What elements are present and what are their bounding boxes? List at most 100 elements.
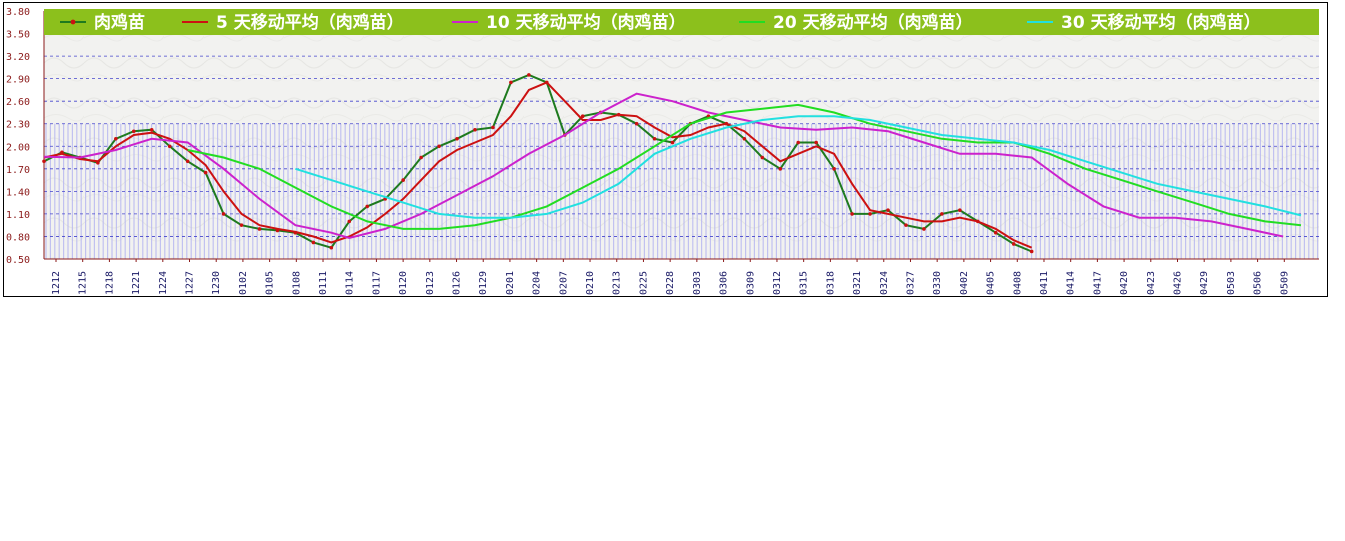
- x-tick-label: 0210: [585, 271, 596, 295]
- x-tick-label: 0108: [291, 271, 302, 295]
- series-point: [670, 140, 675, 145]
- x-tick-label: 1230: [211, 271, 222, 295]
- x-tick-label: 0309: [745, 271, 756, 295]
- x-tick-label: 0429: [1199, 271, 1210, 295]
- legend-label: 30 天移动平均（肉鸡苗）: [1061, 12, 1261, 33]
- x-tick-label: 1227: [185, 271, 196, 295]
- legend-label: 5 天移动平均（肉鸡苗）: [216, 12, 404, 33]
- series-point: [886, 208, 890, 212]
- x-tick-label: 0117: [371, 271, 382, 295]
- series-line: [295, 115, 1302, 219]
- x-tick-label: 1224: [158, 271, 169, 295]
- x-tick-label: 1221: [131, 271, 142, 295]
- x-tick-label: 1218: [104, 271, 115, 295]
- x-tick-label: 0414: [1066, 271, 1077, 295]
- x-tick-label: 0330: [932, 271, 943, 295]
- legend-label: 肉鸡苗: [94, 12, 145, 33]
- y-tick-label: 1.40: [6, 187, 30, 198]
- x-tick-label: 0213: [612, 271, 623, 295]
- x-tick-label: 0408: [1012, 271, 1023, 295]
- x-tick-label: 0402: [959, 271, 970, 295]
- series-point: [491, 125, 495, 130]
- series-point: [167, 144, 172, 149]
- series-point: [993, 230, 998, 235]
- series-point: [634, 121, 639, 126]
- x-tick-label: 0405: [986, 271, 997, 295]
- series-point: [347, 219, 352, 224]
- x-tick-label: 0420: [1119, 271, 1130, 295]
- x-tick-label: 0207: [558, 271, 569, 295]
- x-tick-label: 0123: [425, 271, 436, 295]
- x-tick-label: 0503: [1226, 271, 1237, 295]
- series-point: [239, 223, 244, 227]
- legend-label: 20 天移动平均（肉鸡苗）: [773, 12, 973, 33]
- series-point: [778, 167, 783, 171]
- series-line: [43, 81, 1033, 249]
- x-tick-label: 0426: [1172, 271, 1183, 295]
- x-tick-label: 0318: [825, 271, 836, 295]
- x-tick-label: 0324: [879, 271, 890, 295]
- y-tick-label: 2.90: [6, 75, 30, 86]
- series-point: [868, 212, 872, 216]
- series-point: [257, 227, 262, 231]
- x-tick-label: 0228: [665, 271, 676, 295]
- x-tick-label: 0417: [1092, 271, 1103, 295]
- series-line: [187, 103, 1302, 230]
- x-tick-label: 0315: [799, 271, 810, 295]
- series-point: [958, 208, 962, 212]
- series-point: [1011, 242, 1016, 246]
- y-tick-label: 3.80: [6, 7, 30, 18]
- x-tick-label: 0423: [1146, 271, 1157, 295]
- legend-label: 10 天移动平均（肉鸡苗）: [486, 12, 686, 33]
- x-tick-label: 0306: [719, 271, 730, 295]
- x-tick-label: 0312: [772, 271, 783, 295]
- x-axis-ticks: 1212 1215 1218 1221 1224 1227 1230 0102 0105 0108…: [51, 259, 1290, 295]
- series-point: [796, 140, 801, 145]
- x-tick-label: 0411: [1039, 271, 1050, 295]
- series-point: [527, 73, 531, 77]
- x-tick-label: 0509: [1279, 271, 1290, 295]
- series-point: [760, 155, 765, 160]
- y-axis-ticks: 0.50 0.80 1.10 1.40 1.70 2.00 2.30 2.60 2.90 3.20…: [6, 7, 30, 266]
- y-tick-label: 2.00: [6, 142, 30, 153]
- x-tick-label: 1215: [78, 271, 89, 295]
- y-tick-label: 3.50: [6, 30, 30, 41]
- series-point: [509, 80, 513, 85]
- series-point: [221, 212, 226, 216]
- x-tick-label: 0114: [345, 271, 356, 295]
- series-point: [114, 136, 118, 141]
- series-point: [311, 240, 316, 245]
- series-point: [185, 159, 190, 164]
- x-tick-label: 0204: [532, 271, 543, 295]
- series-point: [437, 144, 441, 149]
- series-point: [742, 136, 747, 141]
- x-tick-label: 0303: [692, 271, 703, 295]
- series-point: [652, 136, 657, 141]
- series-point: [149, 127, 154, 132]
- series-point: [922, 227, 926, 231]
- chart-svg: 0.50 0.80 1.10 1.40 1.70 2.00 2.30 2.60 2.90 3.20…: [6, 7, 1319, 295]
- series-line: [43, 92, 1284, 240]
- x-tick-label: 0201: [505, 271, 516, 295]
- x-tick-label: 0327: [905, 271, 916, 295]
- series-lines: [42, 73, 1302, 254]
- series-point: [832, 167, 836, 171]
- x-tick-label: 0102: [238, 271, 249, 295]
- x-tick-label: 1212: [51, 271, 62, 295]
- series-point: [42, 159, 46, 164]
- y-tick-label: 0.80: [6, 232, 30, 243]
- x-tick-label: 0111: [318, 271, 329, 295]
- x-tick-label: 0129: [478, 271, 489, 295]
- series-point: [203, 170, 208, 175]
- series-point: [131, 129, 136, 134]
- series-line: [43, 73, 1033, 253]
- series-point: [401, 178, 405, 182]
- series-point: [904, 223, 908, 227]
- x-tick-label: 0225: [638, 271, 649, 295]
- y-tick-label: 1.70: [6, 165, 30, 176]
- series-point: [850, 212, 854, 216]
- x-tick-label: 0126: [452, 271, 463, 295]
- series-point: [473, 127, 477, 132]
- chart-frame: 0.50 0.80 1.10 1.40 1.70 2.00 2.30 2.60 2.90 3.20…: [3, 2, 1328, 297]
- x-tick-label: 0321: [852, 271, 863, 295]
